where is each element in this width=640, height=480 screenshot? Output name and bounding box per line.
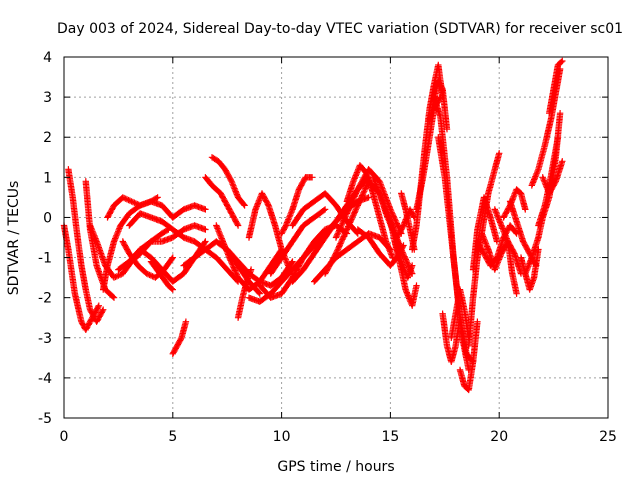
data-points [234,266,255,321]
data-points [202,174,242,229]
x-tick-label: 0 [60,429,69,445]
series-arc-42 [439,310,464,365]
data-points [104,194,161,221]
series-arc-13 [169,202,209,221]
series-arc-19 [234,266,255,321]
data-points [546,57,566,117]
data-points [208,154,248,209]
y-tick-label: -3 [38,331,52,347]
y-axis-label: SDTVAR / TECUs [6,181,22,296]
data-points [539,158,566,197]
y-tick-label: 0 [43,210,52,226]
data-points [391,238,416,281]
plot-frame [63,56,609,419]
data-points [267,206,329,277]
data-points [278,174,316,237]
y-tick-label: -5 [38,411,52,427]
data-points [456,318,481,394]
data-points [169,202,209,221]
chart-ticks [63,56,609,419]
series-arc-18 [224,246,296,289]
series-arc-34 [391,238,416,281]
data-points [478,150,503,237]
y-tick-label: 4 [43,50,52,66]
data-points [224,246,296,289]
data-points [115,222,209,273]
y-tick-label: 2 [43,130,52,146]
chart-marks [60,57,566,394]
x-tick-label: 20 [490,429,508,445]
series-arc-50 [491,206,520,297]
x-tick-label: 25 [599,429,617,445]
x-tick-label: 15 [381,429,399,445]
series-arc-57 [546,57,566,117]
series-arc-30 [343,162,396,261]
x-tick-label: 10 [273,429,291,445]
data-points [65,166,107,325]
y-tick-label: 1 [43,170,52,186]
series-arc-23 [267,206,329,277]
series-arc-11 [147,258,176,293]
y-tick-labels: -5 -4 -3 -2 -1 0 1 2 3 4 [38,50,52,427]
series-arc-44 [456,318,481,394]
series-arc-06 [104,194,161,221]
data-points [491,206,520,297]
series-arc-58 [539,158,566,197]
data-points [448,286,472,341]
series-arc-29 [332,166,405,241]
series-arc-48 [478,150,503,237]
series-arc-43 [448,286,472,341]
data-points [439,310,464,365]
series-arc-16 [208,154,248,209]
series-arc-08 [115,222,209,273]
y-tick-label: 3 [43,90,52,106]
x-tick-labels: 0 5 10 15 20 25 [60,429,617,445]
data-points [332,166,405,241]
x-axis-label: GPS time / hours [277,459,394,475]
y-tick-label: -2 [38,291,52,307]
series-arc-12 [169,318,190,357]
data-points [343,162,396,261]
series-arc-15 [202,174,242,229]
x-tick-label: 5 [168,429,177,445]
series-arc-02 [65,166,107,325]
data-points [147,258,176,293]
y-tick-label: -1 [38,251,52,267]
data-points [169,318,190,357]
chart-title: Day 003 of 2024, Sidereal Day-to-day VTE… [57,21,623,37]
y-tick-label: -4 [38,371,52,387]
series-arc-24 [278,174,316,237]
